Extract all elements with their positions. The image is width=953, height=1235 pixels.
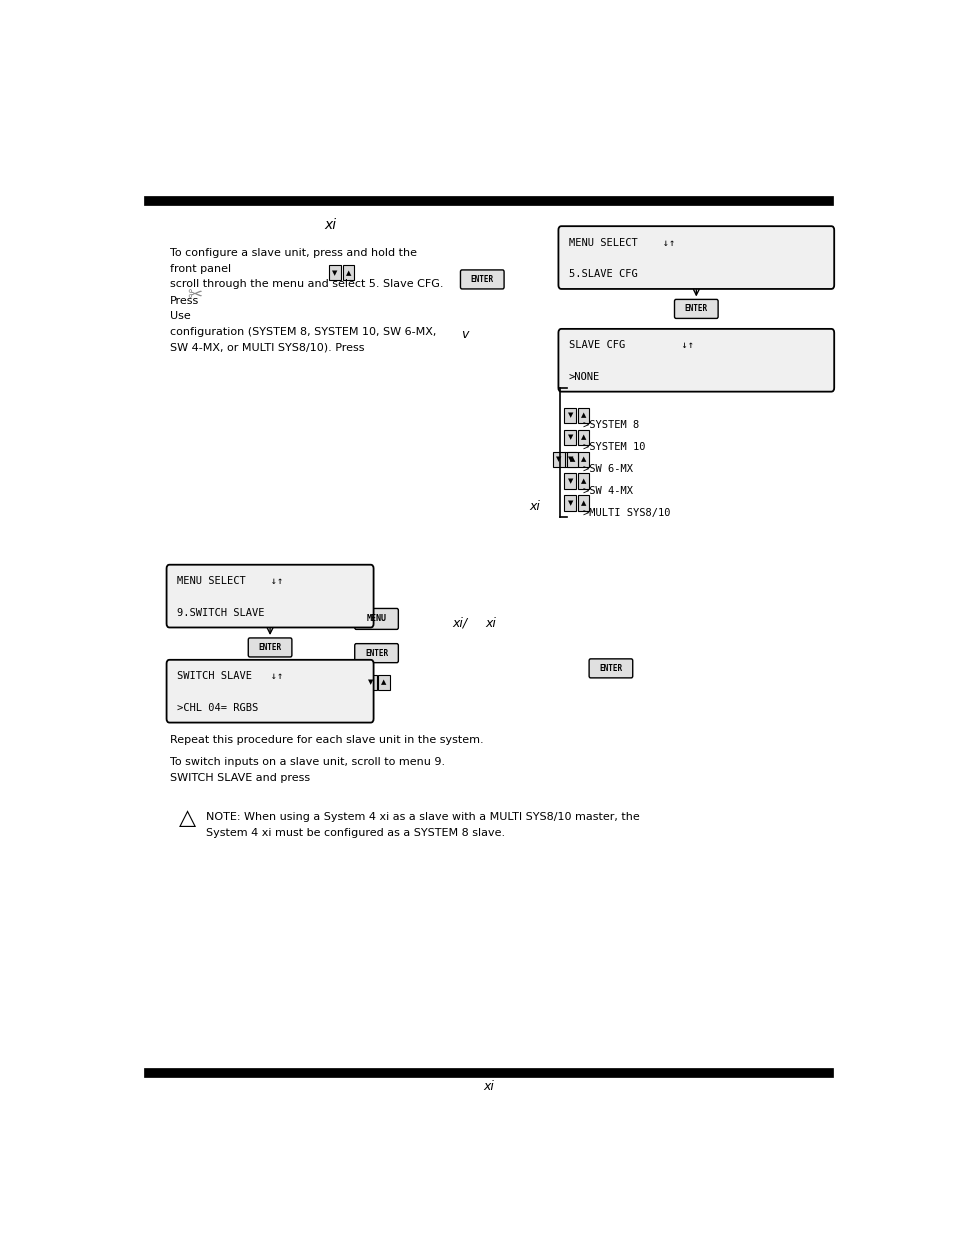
Text: front panel: front panel xyxy=(170,264,231,274)
Text: ▲: ▲ xyxy=(580,456,586,462)
Text: SW 4-MX, or MULTI SYS8/10). Press: SW 4-MX, or MULTI SYS8/10). Press xyxy=(170,342,364,352)
FancyBboxPatch shape xyxy=(589,658,632,678)
Text: ▲: ▲ xyxy=(569,456,575,462)
Text: ▲: ▲ xyxy=(580,478,586,484)
FancyBboxPatch shape xyxy=(577,473,589,489)
Text: xi/: xi/ xyxy=(452,616,467,630)
Text: Use: Use xyxy=(170,311,190,321)
FancyBboxPatch shape xyxy=(460,270,503,289)
Text: >SW 6-MX: >SW 6-MX xyxy=(582,464,632,474)
Text: ▼: ▼ xyxy=(567,456,573,462)
Text: >SW 4-MX: >SW 4-MX xyxy=(582,485,632,495)
FancyBboxPatch shape xyxy=(248,638,292,657)
FancyBboxPatch shape xyxy=(553,452,564,467)
Text: ▼: ▼ xyxy=(332,269,337,275)
FancyBboxPatch shape xyxy=(342,266,354,280)
FancyBboxPatch shape xyxy=(377,676,390,690)
Text: >CHL 04= RGBS: >CHL 04= RGBS xyxy=(176,703,258,713)
FancyBboxPatch shape xyxy=(674,299,718,319)
FancyBboxPatch shape xyxy=(577,452,589,467)
FancyBboxPatch shape xyxy=(355,609,398,630)
Text: ▼: ▼ xyxy=(567,478,573,484)
Text: >NONE: >NONE xyxy=(568,372,599,382)
Text: >SYSTEM 8: >SYSTEM 8 xyxy=(582,420,639,430)
FancyBboxPatch shape xyxy=(577,408,589,424)
Text: SWITCH SLAVE   ↓↑: SWITCH SLAVE ↓↑ xyxy=(176,672,283,682)
Text: v: v xyxy=(460,329,468,341)
Text: scroll through the menu and select 5. Slave CFG.: scroll through the menu and select 5. Sl… xyxy=(170,279,442,289)
Text: MENU SELECT    ↓↑: MENU SELECT ↓↑ xyxy=(176,576,283,587)
FancyBboxPatch shape xyxy=(329,266,341,280)
Text: ▼: ▼ xyxy=(567,412,573,419)
Text: ENTER: ENTER xyxy=(470,275,494,284)
Text: System 4 xi must be configured as a SYSTEM 8 slave.: System 4 xi must be configured as a SYST… xyxy=(206,829,505,839)
FancyBboxPatch shape xyxy=(564,473,576,489)
Text: 5.SLAVE CFG: 5.SLAVE CFG xyxy=(568,269,637,279)
Text: ENTER: ENTER xyxy=(365,648,388,658)
Text: ENTER: ENTER xyxy=(684,304,707,314)
FancyBboxPatch shape xyxy=(355,643,398,663)
FancyBboxPatch shape xyxy=(566,452,578,467)
Text: ▲: ▲ xyxy=(345,269,351,275)
FancyBboxPatch shape xyxy=(558,329,833,391)
Text: △: △ xyxy=(178,808,195,827)
Text: xi: xi xyxy=(528,500,539,513)
FancyBboxPatch shape xyxy=(564,495,576,510)
Text: ▲: ▲ xyxy=(580,412,586,419)
FancyBboxPatch shape xyxy=(564,430,576,445)
Text: 9.SWITCH SLAVE: 9.SWITCH SLAVE xyxy=(176,608,264,618)
FancyBboxPatch shape xyxy=(577,495,589,510)
FancyBboxPatch shape xyxy=(167,659,374,722)
Text: ▼: ▼ xyxy=(567,435,573,441)
Text: To switch inputs on a slave unit, scroll to menu 9.: To switch inputs on a slave unit, scroll… xyxy=(170,757,444,767)
FancyBboxPatch shape xyxy=(167,564,374,627)
Text: ✂: ✂ xyxy=(187,287,202,304)
Text: ENTER: ENTER xyxy=(258,643,281,652)
FancyBboxPatch shape xyxy=(564,452,576,467)
Text: configuration (SYSTEM 8, SYSTEM 10, SW 6-MX,: configuration (SYSTEM 8, SYSTEM 10, SW 6… xyxy=(170,327,436,337)
FancyBboxPatch shape xyxy=(564,408,576,424)
FancyBboxPatch shape xyxy=(364,676,376,690)
Text: SLAVE CFG         ↓↑: SLAVE CFG ↓↑ xyxy=(568,341,693,351)
Text: ▼: ▼ xyxy=(368,679,373,685)
Text: xi: xi xyxy=(483,1081,494,1093)
Text: Press: Press xyxy=(170,295,198,305)
FancyBboxPatch shape xyxy=(577,430,589,445)
Text: SWITCH SLAVE and press: SWITCH SLAVE and press xyxy=(170,773,310,783)
Text: To configure a slave unit, press and hold the: To configure a slave unit, press and hol… xyxy=(170,248,416,258)
Text: ▲: ▲ xyxy=(580,500,586,506)
Text: MENU SELECT    ↓↑: MENU SELECT ↓↑ xyxy=(568,237,675,247)
Text: MENU: MENU xyxy=(366,615,386,624)
Text: ▲: ▲ xyxy=(580,435,586,441)
Text: ENTER: ENTER xyxy=(598,664,621,673)
Text: ▼: ▼ xyxy=(567,500,573,506)
Text: Repeat this procedure for each slave unit in the system.: Repeat this procedure for each slave uni… xyxy=(170,735,482,745)
Text: ▲: ▲ xyxy=(381,679,386,685)
FancyBboxPatch shape xyxy=(558,226,833,289)
Text: >MULTI SYS8/10: >MULTI SYS8/10 xyxy=(582,508,670,517)
Text: xi: xi xyxy=(485,616,496,630)
Text: >SYSTEM 10: >SYSTEM 10 xyxy=(582,442,644,452)
Text: xi: xi xyxy=(324,219,336,232)
Text: ▼: ▼ xyxy=(556,456,561,462)
Text: NOTE: When using a System 4 xi as a slave with a MULTI SYS8/10 master, the: NOTE: When using a System 4 xi as a slav… xyxy=(206,811,639,823)
